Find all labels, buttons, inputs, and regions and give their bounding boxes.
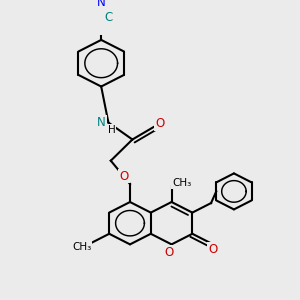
Text: N: N — [97, 116, 106, 129]
Text: C: C — [104, 11, 112, 24]
Text: O: O — [164, 246, 173, 259]
Text: CH₃: CH₃ — [172, 178, 191, 188]
Text: H: H — [107, 124, 115, 135]
Text: CH₃: CH₃ — [72, 242, 91, 252]
Text: O: O — [119, 169, 129, 182]
Text: N: N — [97, 0, 106, 9]
Text: O: O — [155, 117, 165, 130]
Text: O: O — [208, 243, 217, 256]
